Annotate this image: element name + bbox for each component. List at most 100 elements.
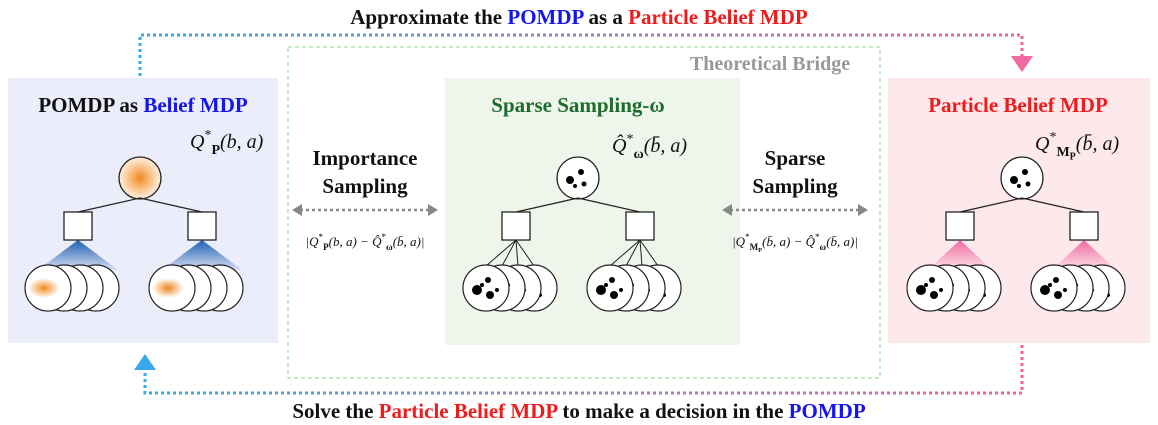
bridge-label: Theoretical Bridge (690, 53, 850, 75)
bridge-arrowheads (292, 204, 868, 216)
particle (573, 184, 577, 188)
particle (480, 283, 484, 287)
math-part: ω (820, 242, 827, 252)
math-part: (b̄, a)| (393, 234, 425, 249)
particle (929, 277, 935, 283)
text-part: to make a decision in the (557, 399, 789, 423)
text-part: POMDP as (38, 93, 143, 117)
text-part: POMDP (789, 399, 866, 423)
math-part: * (204, 128, 211, 143)
action-node (625, 211, 655, 241)
particle (485, 277, 491, 283)
edge (1021, 197, 1085, 213)
math-part: * (745, 232, 750, 242)
leaf-node (1030, 264, 1078, 312)
particle (581, 181, 587, 187)
left-value-function: Q*P(b, a) (190, 128, 264, 158)
trees (24, 156, 1126, 312)
math-part: (b̄, a) (644, 135, 688, 157)
edge (609, 239, 641, 267)
text-part: Solve the (292, 399, 378, 423)
particle (610, 291, 618, 299)
right-error: |Q*MP(b̄, a) − Q̂*ω(b̄, a)| (732, 232, 858, 254)
fan (930, 240, 990, 268)
edge (639, 239, 643, 267)
math-part: P (1070, 152, 1076, 163)
particle (1017, 184, 1021, 188)
text-part: Belief MDP (143, 93, 248, 117)
right-value-function: Q*MP(b̄, a) (1035, 130, 1119, 163)
edge (515, 239, 535, 267)
text-part: POMDP (507, 5, 584, 29)
right-link-label: Sparse (765, 146, 826, 170)
particle (495, 288, 499, 292)
particle (1048, 283, 1052, 287)
text-part: Particle Belief MDP (628, 5, 808, 29)
left-title: POMDP as Belief MDP (38, 93, 248, 117)
leaf-node (906, 264, 954, 312)
edge (625, 239, 641, 267)
particle (619, 288, 623, 292)
left-link-label: Sampling (322, 174, 408, 198)
particle (939, 288, 943, 292)
math-part: ω (386, 242, 393, 252)
edge (639, 239, 659, 267)
right-title: Particle Belief MDP (928, 93, 1108, 117)
middle-value-function: Q̂*ω(b̄, a) (612, 132, 687, 162)
particle (924, 283, 928, 287)
bottom-caption: Solve the Particle Belief MDP to make a … (292, 399, 865, 423)
leaf-node (586, 264, 634, 312)
particle (609, 277, 615, 283)
edge (515, 197, 579, 213)
action-node (945, 211, 975, 241)
edge (485, 239, 517, 267)
math-part: ω (633, 147, 643, 162)
particle (578, 169, 584, 175)
math-part: |Q (306, 234, 320, 249)
math-part: (b̄, a)| (826, 234, 858, 249)
math-part: P (211, 143, 220, 158)
top-caption: Approximate the POMDP as a Particle Beli… (350, 5, 808, 29)
math-part: |Q (732, 234, 746, 249)
left-link-label: Importance (313, 146, 418, 170)
particle (1010, 176, 1018, 184)
particle (596, 285, 606, 295)
math-part: P (323, 242, 329, 252)
text-part: Approximate the (350, 5, 507, 29)
math-part: Q (1035, 133, 1050, 155)
top-arrowhead (1011, 56, 1033, 72)
edge (139, 197, 203, 213)
math-part: (b, a) − Q̂ (329, 234, 382, 249)
edge (959, 197, 1023, 213)
particle (1063, 288, 1067, 292)
math-part: Q (190, 131, 205, 153)
text-part: Particle Belief MDP (928, 93, 1108, 117)
math-part: P (758, 247, 762, 254)
edge (501, 239, 517, 267)
fan (162, 240, 242, 270)
fan (1054, 240, 1114, 268)
text-part: Sparse Sampling-ω (491, 93, 664, 117)
action-node (63, 211, 93, 241)
particle (604, 283, 608, 287)
math-part: M (750, 242, 759, 252)
belief-blob (152, 278, 184, 298)
math-part: * (1049, 130, 1056, 145)
root-node (556, 156, 600, 200)
edge (77, 197, 141, 213)
left-error: |Q*P(b, a) − Q̂*ω(b̄, a)| (306, 232, 425, 252)
particle (1040, 285, 1050, 295)
action-node (501, 211, 531, 241)
action-node (187, 211, 217, 241)
math-part: M (1056, 145, 1069, 160)
belief-blob (28, 278, 60, 298)
edge (515, 239, 519, 267)
particle (916, 285, 926, 295)
math-part: * (815, 232, 820, 242)
particle (486, 291, 494, 299)
particle (472, 285, 482, 295)
math-part: * (319, 232, 324, 242)
bottom-arrowhead (134, 354, 156, 370)
top-arrow (138, 33, 1024, 76)
